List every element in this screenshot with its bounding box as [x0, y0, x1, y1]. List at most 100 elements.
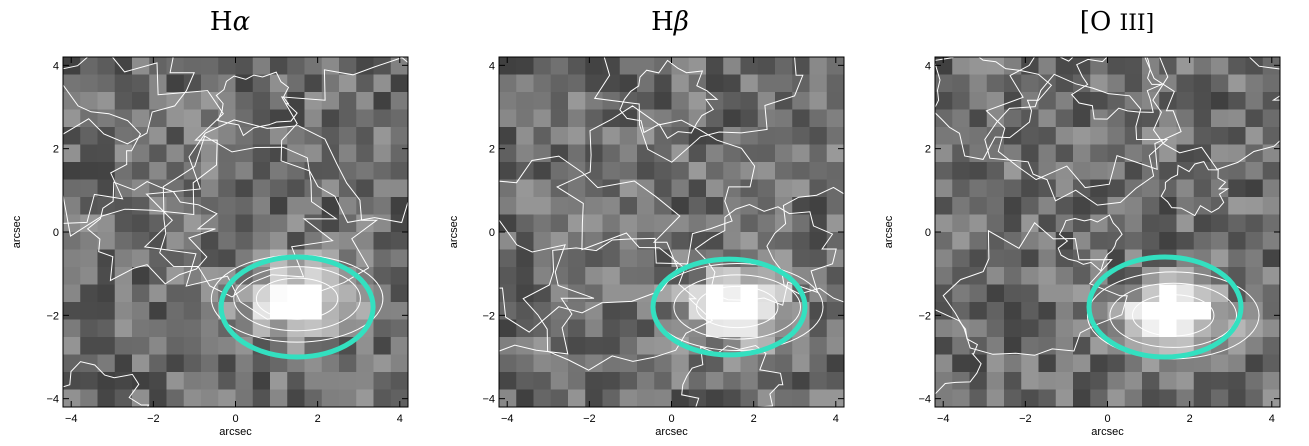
pixel	[1124, 372, 1143, 391]
highlight-ellipse	[1086, 254, 1244, 360]
pixel	[321, 389, 340, 407]
pixel	[1021, 354, 1040, 373]
pixel	[1021, 267, 1040, 286]
pixel	[97, 354, 116, 373]
y-tick-label: −2	[46, 310, 59, 322]
contour-line	[1160, 161, 1230, 217]
pixel	[390, 127, 408, 146]
pixel	[1245, 267, 1264, 286]
pixel	[706, 319, 724, 338]
pixel	[969, 372, 988, 391]
pixel	[688, 372, 707, 391]
pixel	[1004, 284, 1022, 303]
pixel	[252, 389, 271, 407]
pixel	[1211, 319, 1229, 338]
pixel	[585, 319, 604, 338]
pixel	[1073, 284, 1091, 303]
pixel	[1176, 337, 1195, 356]
pixel	[986, 319, 1005, 338]
pixel	[1142, 302, 1160, 321]
pixel	[97, 74, 116, 93]
contour-line	[593, 57, 804, 163]
pixel	[1090, 57, 1109, 76]
pixel	[499, 74, 517, 93]
pixel	[723, 354, 742, 373]
pixel	[654, 92, 673, 111]
pixel	[499, 92, 517, 111]
pixel	[792, 144, 811, 163]
pixel	[550, 232, 569, 251]
pixel	[270, 74, 288, 93]
pixel	[356, 214, 375, 233]
pixel	[1142, 337, 1160, 356]
pixel	[149, 232, 168, 251]
pixel	[654, 127, 673, 146]
pixel	[218, 162, 237, 181]
pixel	[149, 372, 168, 391]
pixel	[166, 109, 185, 128]
pixel	[132, 57, 150, 76]
pixel	[80, 57, 99, 76]
pixel	[969, 74, 988, 93]
pixel	[499, 249, 517, 268]
pixel	[568, 127, 586, 146]
pixel	[826, 337, 844, 356]
pixel	[516, 284, 535, 303]
pixel	[201, 197, 219, 216]
pixel	[1159, 197, 1178, 216]
pixel	[1245, 179, 1264, 198]
pixel	[952, 389, 971, 407]
pixel	[1176, 92, 1195, 111]
pixel	[183, 337, 202, 356]
y-tick-label: 2	[53, 144, 59, 156]
pixel	[149, 214, 168, 233]
pixel	[706, 284, 724, 303]
pixel	[1262, 302, 1280, 321]
pixel	[969, 144, 988, 163]
pixel	[1245, 372, 1264, 391]
pixel	[183, 372, 202, 391]
pixel	[986, 354, 1005, 373]
pixel	[63, 144, 81, 163]
x-tick-label: −4	[937, 413, 950, 425]
pixel	[986, 389, 1005, 407]
pixel	[1124, 232, 1143, 251]
pixel	[183, 162, 202, 181]
pixel	[132, 214, 150, 233]
pixel	[723, 162, 742, 181]
x-tick-label: −2	[1019, 413, 1032, 425]
pixel	[637, 389, 655, 407]
pixel	[1124, 179, 1143, 198]
pixel	[252, 284, 271, 303]
pixel	[969, 162, 988, 181]
contour-line	[63, 361, 150, 407]
pixel	[149, 92, 168, 111]
pixel	[373, 337, 392, 356]
pixel	[723, 92, 742, 111]
pixel	[390, 232, 408, 251]
pixel	[1193, 74, 1212, 93]
contour-line	[985, 57, 1182, 189]
contour-line	[522, 237, 714, 371]
pixel	[218, 127, 237, 146]
pixel	[218, 389, 237, 407]
pixel	[201, 337, 219, 356]
pixel	[373, 354, 392, 373]
pixel	[602, 389, 621, 407]
pixel	[740, 354, 759, 373]
pixel	[602, 249, 621, 268]
pixel	[1090, 302, 1109, 321]
pixel	[969, 249, 988, 268]
pixel	[533, 249, 552, 268]
y-tick-label: 0	[53, 227, 59, 239]
pixel	[1107, 214, 1126, 233]
pixel	[706, 162, 724, 181]
pixel	[235, 197, 254, 216]
pixel	[1211, 127, 1229, 146]
pixel	[499, 162, 517, 181]
pixel	[809, 57, 828, 76]
pixel	[757, 319, 776, 338]
pixel	[986, 179, 1005, 198]
pixel	[373, 372, 392, 391]
pixel	[218, 232, 237, 251]
